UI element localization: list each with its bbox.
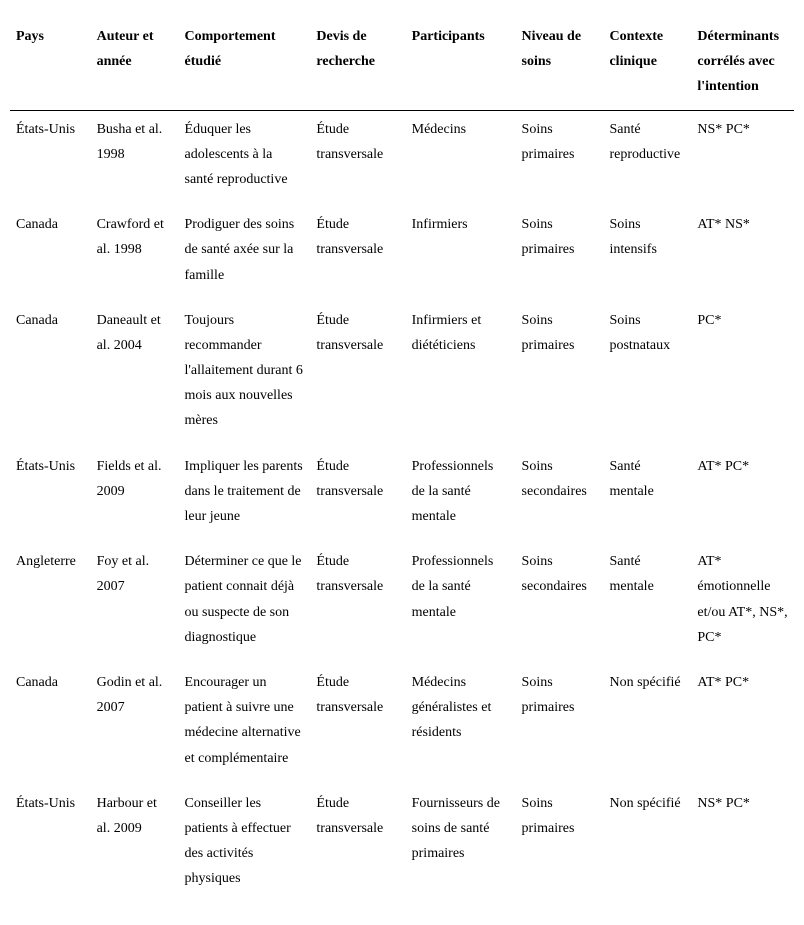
cell-niveau: Soins primaires	[516, 110, 604, 206]
col-header-determinants: Déterminants corrélés avec l'intention	[691, 20, 794, 110]
cell-contexte: Non spécifié	[603, 785, 691, 906]
cell-pays: États-Unis	[10, 110, 91, 206]
cell-determinants: NS* PC*	[691, 110, 794, 206]
cell-determinants: AT* émotionnelle et/ou AT*, NS*, PC*	[691, 543, 794, 664]
col-header-participants: Participants	[406, 20, 516, 110]
cell-comportement: Impliquer les parents dans le traitement…	[179, 448, 311, 544]
cell-participants: Médecins	[406, 110, 516, 206]
cell-contexte: Santé mentale	[603, 448, 691, 544]
table-row: États-UnisBusha et al. 1998Éduquer les a…	[10, 110, 794, 206]
col-header-contexte: Contexte clinique	[603, 20, 691, 110]
cell-determinants: AT* PC*	[691, 664, 794, 785]
cell-determinants: NS* PC*	[691, 785, 794, 906]
cell-auteur: Foy et al. 2007	[91, 543, 179, 664]
cell-auteur: Crawford et al. 1998	[91, 206, 179, 302]
cell-devis: Étude transversale	[310, 110, 405, 206]
cell-participants: Infirmiers	[406, 206, 516, 302]
cell-auteur: Busha et al. 1998	[91, 110, 179, 206]
cell-auteur: Harbour et al. 2009	[91, 785, 179, 906]
col-header-auteur: Auteur et année	[91, 20, 179, 110]
cell-participants: Médecins généralistes et résidents	[406, 664, 516, 785]
cell-comportement: Toujours recommander l'allaitement duran…	[179, 302, 311, 448]
cell-participants: Fournisseurs de soins de santé primaires	[406, 785, 516, 906]
cell-contexte: Soins postnataux	[603, 302, 691, 448]
cell-comportement: Prodiguer des soins de santé axée sur la…	[179, 206, 311, 302]
cell-participants: Professionnels de la santé mentale	[406, 448, 516, 544]
cell-pays: Canada	[10, 206, 91, 302]
cell-devis: Étude transversale	[310, 543, 405, 664]
cell-niveau: Soins primaires	[516, 302, 604, 448]
cell-contexte: Non spécifié	[603, 664, 691, 785]
table-body: États-UnisBusha et al. 1998Éduquer les a…	[10, 110, 794, 905]
cell-determinants: AT* PC*	[691, 448, 794, 544]
cell-niveau: Soins secondaires	[516, 543, 604, 664]
cell-niveau: Soins secondaires	[516, 448, 604, 544]
cell-determinants: AT* NS*	[691, 206, 794, 302]
table-header-row: Pays Auteur et année Comportement étudié…	[10, 20, 794, 110]
table-row: CanadaCrawford et al. 1998Prodiguer des …	[10, 206, 794, 302]
col-header-comportement: Comportement étudié	[179, 20, 311, 110]
table-row: AngleterreFoy et al. 2007Déterminer ce q…	[10, 543, 794, 664]
cell-determinants: PC*	[691, 302, 794, 448]
cell-participants: Infirmiers et diététiciens	[406, 302, 516, 448]
cell-devis: Étude transversale	[310, 785, 405, 906]
col-header-niveau: Niveau de soins	[516, 20, 604, 110]
table-row: CanadaGodin et al. 2007Encourager un pat…	[10, 664, 794, 785]
cell-contexte: Soins intensifs	[603, 206, 691, 302]
table-row: CanadaDaneault et al. 2004Toujours recom…	[10, 302, 794, 448]
cell-auteur: Godin et al. 2007	[91, 664, 179, 785]
cell-auteur: Daneault et al. 2004	[91, 302, 179, 448]
cell-auteur: Fields et al. 2009	[91, 448, 179, 544]
cell-pays: Canada	[10, 664, 91, 785]
cell-contexte: Santé reproductive	[603, 110, 691, 206]
cell-niveau: Soins primaires	[516, 664, 604, 785]
cell-niveau: Soins primaires	[516, 785, 604, 906]
cell-pays: Canada	[10, 302, 91, 448]
col-header-devis: Devis de recherche	[310, 20, 405, 110]
cell-participants: Professionnels de la santé mentale	[406, 543, 516, 664]
cell-contexte: Santé mentale	[603, 543, 691, 664]
cell-niveau: Soins primaires	[516, 206, 604, 302]
cell-pays: États-Unis	[10, 785, 91, 906]
cell-pays: États-Unis	[10, 448, 91, 544]
studies-table: Pays Auteur et année Comportement étudié…	[10, 20, 794, 905]
cell-comportement: Déterminer ce que le patient connait déj…	[179, 543, 311, 664]
table-row: États-UnisHarbour et al. 2009Conseiller …	[10, 785, 794, 906]
cell-devis: Étude transversale	[310, 302, 405, 448]
cell-comportement: Encourager un patient à suivre une médec…	[179, 664, 311, 785]
cell-devis: Étude transversale	[310, 206, 405, 302]
cell-comportement: Éduquer les adolescents à la santé repro…	[179, 110, 311, 206]
cell-devis: Étude transversale	[310, 448, 405, 544]
cell-devis: Étude transversale	[310, 664, 405, 785]
cell-pays: Angleterre	[10, 543, 91, 664]
table-row: États-UnisFields et al. 2009Impliquer le…	[10, 448, 794, 544]
col-header-pays: Pays	[10, 20, 91, 110]
cell-comportement: Conseiller les patients à effectuer des …	[179, 785, 311, 906]
